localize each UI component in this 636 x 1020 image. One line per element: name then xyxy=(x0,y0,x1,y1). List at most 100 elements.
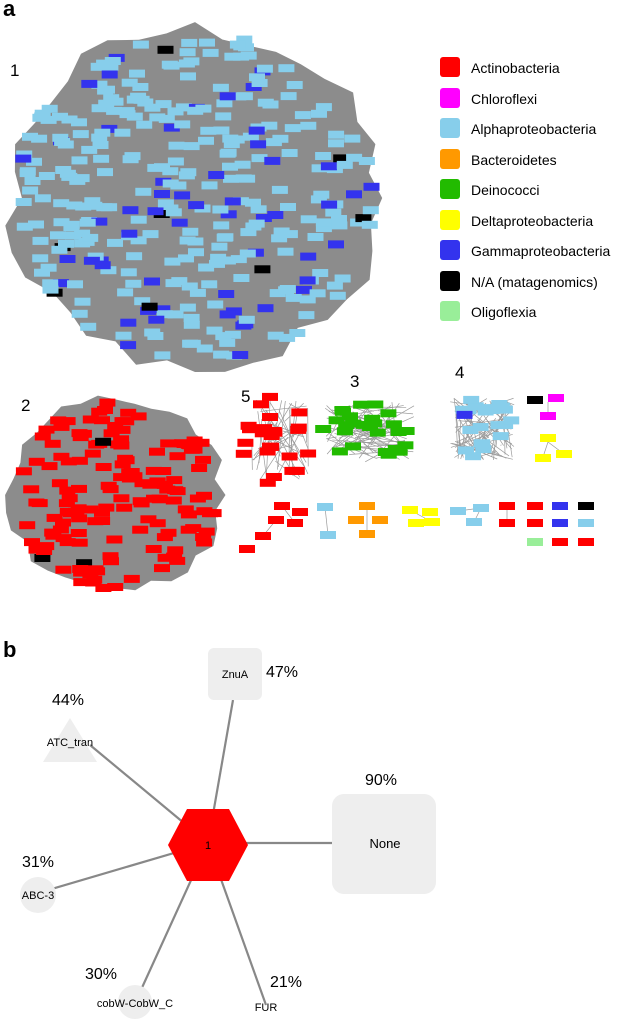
cluster-1-node xyxy=(240,228,257,237)
cluster-1-node xyxy=(212,83,229,92)
cluster-1-node xyxy=(164,257,181,266)
cluster-3-node xyxy=(336,427,353,436)
cluster-1-node xyxy=(224,52,241,61)
cluster-1-node xyxy=(32,236,49,245)
small-node xyxy=(348,516,364,524)
small-node xyxy=(527,502,543,510)
cluster-1-node xyxy=(66,201,83,210)
cluster-1-node xyxy=(307,233,324,241)
percent-none: 90% xyxy=(365,772,397,789)
cluster-2-node xyxy=(76,559,93,568)
cluster-1-node xyxy=(94,261,111,270)
small-node xyxy=(527,396,543,404)
cluster-4-node xyxy=(462,426,479,434)
node-znua: ZnuA 47% xyxy=(208,648,298,700)
cluster-1-node xyxy=(121,78,138,87)
cluster-2-node xyxy=(183,445,200,454)
cluster-1-node xyxy=(92,141,109,149)
cluster-1-node xyxy=(41,104,58,113)
cluster-2-node xyxy=(60,457,77,466)
cluster-1-node xyxy=(213,126,230,135)
small-node xyxy=(239,545,255,553)
node-label-atc-tran: ATC_tran xyxy=(47,737,93,749)
small-node xyxy=(535,454,551,462)
cluster-1-node xyxy=(255,214,272,222)
cluster-1-node xyxy=(182,339,199,348)
cluster-1-node xyxy=(198,136,214,145)
cluster-1-node xyxy=(42,285,59,294)
cluster-1-node xyxy=(175,103,192,112)
cluster-1-node xyxy=(309,289,326,298)
cluster-1-node xyxy=(240,51,257,60)
cluster-2-node xyxy=(58,499,75,508)
cluster-1-node xyxy=(154,351,171,360)
legend-label-na-metagenomics: N/A (matagenomics) xyxy=(471,274,598,290)
cluster-1-node xyxy=(59,255,76,263)
cluster-1-node xyxy=(208,171,225,179)
cluster-5-node xyxy=(291,408,308,417)
cluster-1-node xyxy=(82,233,99,242)
cluster-1-node xyxy=(126,95,143,104)
cluster-1-node xyxy=(144,277,160,286)
cluster-1-node xyxy=(134,297,151,306)
edge xyxy=(326,436,337,440)
legend-item-na-metagenomics: N/A (matagenomics) xyxy=(440,271,598,291)
cluster-1-node xyxy=(183,57,200,66)
cluster-1-node xyxy=(210,253,227,262)
cluster-2-node xyxy=(107,583,124,591)
cluster-1-node xyxy=(144,103,161,112)
cluster-1-node xyxy=(213,221,230,230)
cluster-1-node xyxy=(181,282,198,291)
cluster-1-node xyxy=(224,197,241,206)
legend: Actinobacteria Chloroflexi Alphaproteoba… xyxy=(440,57,611,321)
cluster-1-node xyxy=(264,156,281,165)
cluster-1-node xyxy=(256,64,273,73)
cluster-1-node xyxy=(162,167,179,176)
legend-label-gammaproteobacteria: Gammaproteobacteria xyxy=(471,243,611,259)
cluster-1-node xyxy=(120,341,137,350)
cluster-5-node xyxy=(262,392,278,401)
cluster-2-node xyxy=(59,486,76,495)
cluster-1-node xyxy=(215,332,232,341)
cluster-2-node xyxy=(182,441,199,450)
cluster-1-node xyxy=(75,202,92,211)
cluster-1-node xyxy=(234,160,251,169)
cluster-2-node xyxy=(149,447,165,456)
legend-swatch-chloroflexi xyxy=(440,88,460,108)
edge xyxy=(269,401,307,463)
cluster-2-node xyxy=(70,529,87,537)
cluster-1-node xyxy=(294,111,311,120)
cluster-1-node xyxy=(209,259,225,268)
small-node xyxy=(274,502,290,510)
cluster-4-node xyxy=(493,402,510,411)
cluster-3-node xyxy=(331,447,348,456)
legend-swatch-oligoflexia xyxy=(440,301,460,321)
cluster-1-node xyxy=(91,133,108,142)
cluster-1-node xyxy=(331,221,348,230)
cluster-1-node xyxy=(277,247,294,256)
edge xyxy=(336,433,356,448)
cluster-1-node xyxy=(195,104,212,113)
cluster-1-node xyxy=(86,201,103,210)
cluster-1-node xyxy=(26,157,42,166)
cluster-5-node xyxy=(262,442,279,451)
cluster-1-node xyxy=(52,279,69,288)
cluster-1-node xyxy=(148,315,165,324)
cluster-1-node xyxy=(232,351,249,359)
cluster-1-node xyxy=(299,276,316,285)
cluster-2-node xyxy=(55,565,72,574)
small-node xyxy=(408,519,424,527)
cluster-2-node xyxy=(59,538,76,547)
cluster-1-node xyxy=(188,201,205,210)
cluster-3-node xyxy=(369,428,386,437)
cluster-2-node xyxy=(100,481,117,490)
edge xyxy=(253,447,261,456)
cluster-1-node xyxy=(207,300,224,309)
cluster-1-node xyxy=(174,191,191,200)
cluster-2-node xyxy=(140,515,157,524)
cluster-1-node xyxy=(284,124,301,133)
cluster-1-node xyxy=(202,48,219,57)
cluster-1-node xyxy=(320,162,337,171)
node-label-znua: ZnuA xyxy=(222,669,249,681)
cluster-1-node xyxy=(19,167,36,176)
